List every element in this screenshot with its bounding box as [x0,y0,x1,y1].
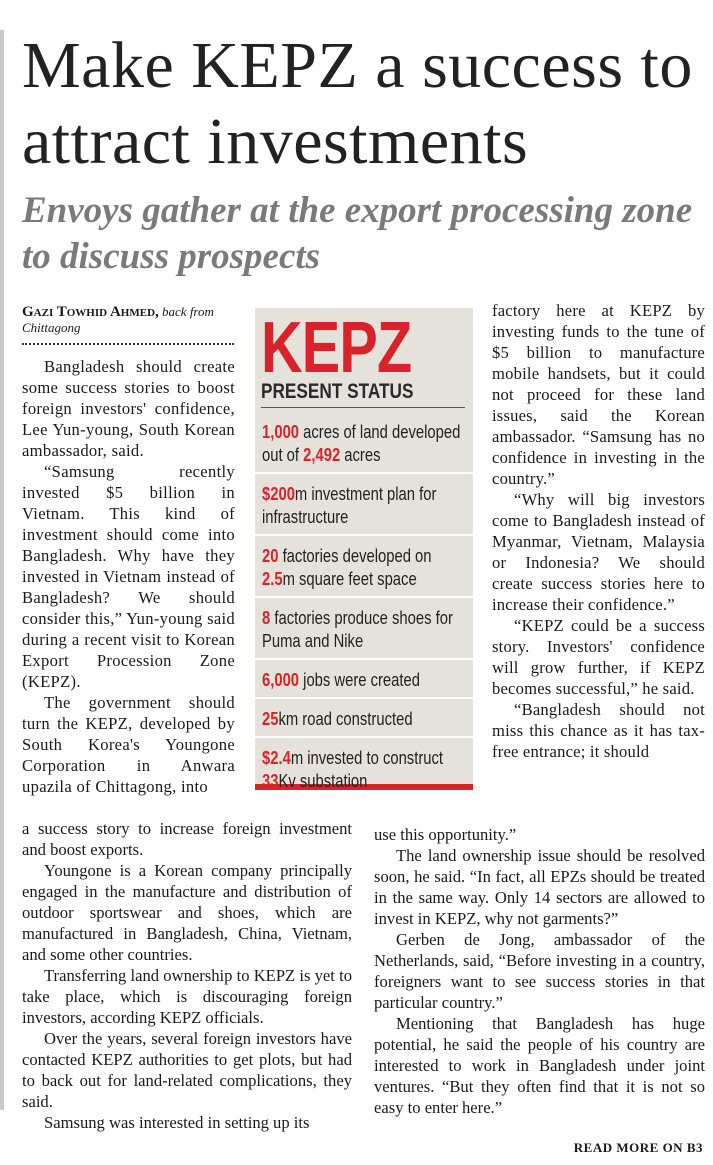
paragraph: “KEPZ could be a success story. Investor… [492,616,705,698]
status-label: m investment plan for infrastructure [262,483,437,527]
status-item: 25km road constructed [255,699,473,738]
edge-rule [0,30,4,1110]
status-text: $2.4m invested to construct 33Kv substat… [262,746,466,792]
paragraph: Mentioning that Bangladesh has huge pote… [374,1014,705,1117]
status-figure: 8 [262,607,271,628]
paragraph: Youngone is a Korean company principally… [22,861,352,964]
sidebar-subtitle: PRESENT STATUS [261,380,414,403]
paragraph: “Why will big investors come to Banglade… [492,490,705,614]
status-label: acres [340,444,381,465]
status-item: 6,000 jobs were created [255,660,473,699]
byline: Gazi Towhid Ahmed, back from Chittagong [22,304,234,335]
status-label: m invested to construct [290,747,443,768]
status-label: factories developed on [278,545,432,566]
status-item: 20 factories developed on 2.5m square fe… [255,536,473,598]
status-figure: 25 [262,708,279,729]
status-figure: 20 [262,545,279,566]
column: use this opportunity.” The land ownership… [374,824,705,1118]
status-figure: 1,000 [262,421,300,442]
dotted-rule [22,343,234,345]
sidebar-title: KEPZ [261,308,412,388]
status-figure: 2.5 [262,568,283,589]
sidebar-rule [261,407,465,408]
location: back from Chittagong [22,304,214,335]
paragraph: The government should turn the KEPZ, dev… [22,693,235,796]
paragraph: “Bangladesh should not miss this chance … [492,700,705,761]
status-label: Kv substation [278,770,368,791]
sidebar: KEPZ PRESENT STATUS 1,000 acres of land … [255,308,473,791]
paragraph: a success story to increase foreign inve… [22,819,352,859]
paragraph: Samsung was interested in setting up its [44,1113,310,1132]
status-text: 25km road constructed [262,707,466,730]
column: factory here at KEPZ by investing funds … [492,300,705,762]
status-item: $2.4m invested to construct 33Kv substat… [255,738,473,798]
read-more: READ MORE ON B3 [573,1140,703,1155]
status-label: jobs were created [299,669,420,690]
status-figure: $2.4 [262,747,291,768]
paragraph: factory here at KEPZ by investing funds … [492,301,705,488]
column: Bangladesh should create some success st… [22,356,235,797]
paragraph: Gerben de Jong, ambassador of the Nether… [374,930,705,1012]
status-text: 6,000 jobs were created [262,668,466,691]
status-label: acres of land developed out of [262,421,461,465]
status-figure: 2,492 [303,444,341,465]
status-item: $200m investment plan for infrastructure [255,474,473,536]
author: Gazi Towhid Ahmed, [22,304,159,320]
paragraph: use this opportunity.” [374,825,517,844]
status-figure: 6,000 [262,669,300,690]
paragraph: Transferring land ownership to KEPZ is y… [22,966,352,1027]
paragraph: Bangladesh should create some success st… [22,357,235,460]
headline: Make KEPZ a success to attract investmen… [22,29,693,178]
paragraph: “Samsung recently invested $5 billion in… [22,462,236,691]
status-label: m square feet space [282,568,417,589]
status-label: km road constructed [278,708,413,729]
status-figure: $200 [262,483,295,504]
status-figure: 33 [262,770,279,791]
status-text: 20 factories developed on 2.5m square fe… [262,544,466,590]
column: a success story to increase foreign inve… [22,818,352,1133]
subheadline: Envoys gather at the export processing z… [22,190,693,277]
status-text: 8 factories produce shoes for Puma and N… [262,606,466,652]
paragraph: Over the years, several foreign investor… [22,1029,352,1111]
status-item: 8 factories produce shoes for Puma and N… [255,598,473,660]
status-text: $200m investment plan for infrastructure [262,482,466,528]
sidebar-items: 1,000 acres of land developed out of 2,4… [255,412,473,798]
paragraph: The land ownership issue should be resol… [374,846,705,928]
status-item: 1,000 acres of land developed out of 2,4… [255,412,473,474]
status-label: factories produce shoes for Puma and Nik… [262,607,453,651]
status-text: 1,000 acres of land developed out of 2,4… [262,420,466,466]
